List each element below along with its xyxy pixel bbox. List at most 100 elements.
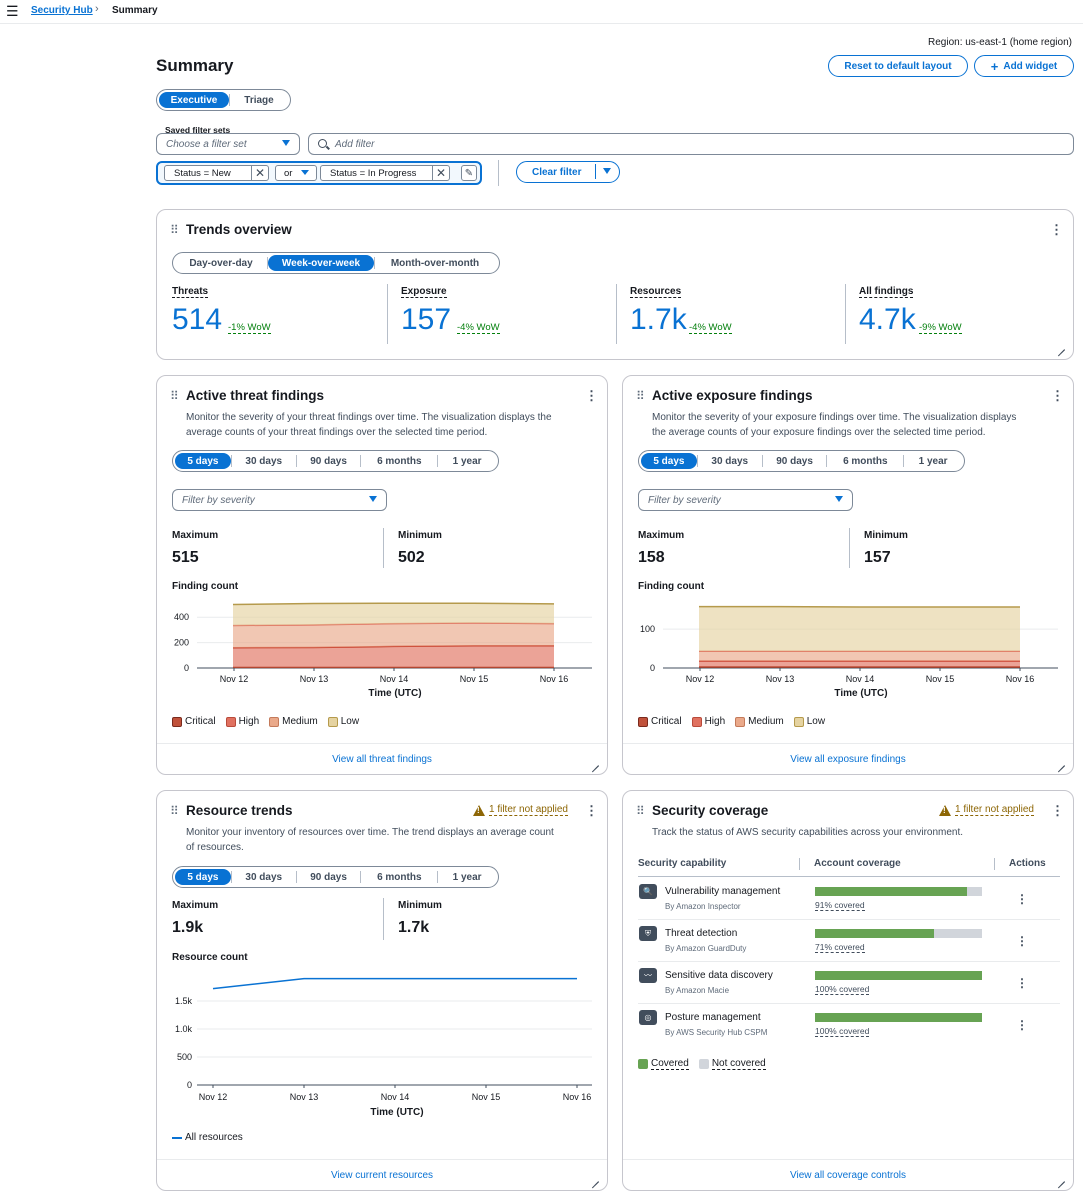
row-actions-icon[interactable]: ⋮	[1016, 1018, 1028, 1032]
view-all-coverage-controls-link[interactable]: View all coverage controls	[790, 1170, 906, 1181]
card-title: Trends overview	[186, 222, 292, 237]
tab-week-over-week[interactable]: Week-over-week	[268, 255, 374, 271]
saved-filter-select[interactable]: Choose a filter set	[156, 133, 300, 155]
drag-handle-icon[interactable]: ⠿	[170, 223, 179, 237]
resource-trends-card: ⠿ Resource trends 1 filter not applied ⋮…	[156, 790, 608, 1191]
caret-down-icon	[835, 496, 843, 502]
tab-5-days[interactable]: 5 days	[175, 869, 231, 885]
more-options-icon[interactable]: ⋮	[585, 388, 598, 403]
metric-label-all-findings[interactable]: All findings	[859, 286, 914, 298]
chart-title: Resource count	[172, 952, 248, 963]
tab-30-days[interactable]: 30 days	[245, 871, 283, 883]
x-tick-label: Nov 14	[846, 674, 875, 684]
x-tick-label: Nov 12	[199, 1092, 228, 1102]
view-current-resources-link[interactable]: View current resources	[330, 1170, 434, 1181]
row-actions-icon[interactable]: ⋮	[1016, 934, 1028, 948]
tab-month-over-month[interactable]: Month-over-month	[390, 257, 480, 269]
tab-6-months[interactable]: 6 months	[377, 871, 422, 883]
drag-handle-icon[interactable]: ⠿	[170, 804, 179, 818]
filter-warning[interactable]: 1 filter not applied	[473, 804, 568, 816]
security-coverage-card: ⠿ Security coverage 1 filter not applied…	[622, 790, 1074, 1191]
seg-divider	[295, 455, 297, 467]
metric-label-threats[interactable]: Threats	[172, 286, 209, 298]
tab-90-days[interactable]: 90 days	[776, 455, 813, 467]
seg-divider	[903, 455, 905, 467]
capability-name: Posture management	[665, 1012, 761, 1023]
severity-filter-placeholder: Filter by severity	[648, 494, 721, 506]
tab-5-days[interactable]: 5 days	[641, 453, 697, 469]
tab-90-days[interactable]: 90 days	[310, 871, 347, 883]
drag-handle-icon[interactable]: ⠿	[636, 804, 645, 818]
tab-triage[interactable]: Triage	[244, 94, 274, 106]
coverage-percent[interactable]: 71% covered	[815, 942, 865, 953]
warning-icon	[939, 804, 951, 816]
more-options-icon[interactable]: ⋮	[1051, 803, 1064, 818]
severity-filter-select[interactable]: Filter by severity	[172, 489, 387, 511]
row-actions-icon[interactable]: ⋮	[1016, 976, 1028, 990]
swatch	[172, 1136, 182, 1139]
more-options-icon[interactable]: ⋮	[1050, 222, 1063, 237]
filter-token-status-in-progress[interactable]: Status = In Progress ✕	[320, 165, 450, 181]
edit-icon[interactable]: ✎	[461, 165, 477, 181]
tab-6-months[interactable]: 6 months	[377, 455, 422, 467]
coverage-bar-fill	[815, 887, 967, 896]
tab-executive[interactable]: Executive	[159, 92, 229, 108]
tab-5-days[interactable]: 5 days	[175, 453, 231, 469]
resize-handle-icon[interactable]	[1057, 1174, 1065, 1182]
tab-1-year[interactable]: 1 year	[452, 871, 482, 883]
coverage-bar-fill	[815, 1013, 982, 1022]
coverage-percent[interactable]: 100% covered	[815, 984, 870, 995]
tab-30-days[interactable]: 30 days	[245, 455, 283, 467]
swatch	[638, 716, 648, 727]
coverage-percent[interactable]: 100% covered	[815, 1026, 870, 1037]
filter-warning[interactable]: 1 filter not applied	[939, 804, 1034, 816]
card-title: Security coverage	[652, 803, 769, 818]
caret-down-icon	[301, 170, 309, 175]
breadcrumb-security-hub[interactable]: Security Hub	[31, 5, 93, 16]
resize-handle-icon[interactable]	[1057, 758, 1065, 766]
legend-low: Low	[327, 716, 359, 727]
drag-handle-icon[interactable]: ⠿	[636, 389, 645, 403]
filter-token-status-new[interactable]: Status = New ✕	[164, 165, 269, 181]
clear-filter-button[interactable]: Clear filter	[516, 161, 620, 183]
drag-handle-icon[interactable]: ⠿	[170, 389, 179, 403]
caret-down-icon[interactable]	[603, 168, 611, 174]
close-icon[interactable]: ✕	[251, 165, 268, 181]
x-axis-label: Time (UTC)	[834, 688, 887, 699]
menu-icon[interactable]: ☰	[6, 3, 19, 19]
reset-layout-button[interactable]: Reset to default layout	[828, 55, 968, 77]
more-options-icon[interactable]: ⋮	[585, 803, 598, 818]
seg-divider	[295, 871, 297, 883]
chart-legend: Critical High Medium Low	[172, 716, 359, 727]
tab-30-days[interactable]: 30 days	[711, 455, 749, 467]
add-widget-button[interactable]: + Add widget	[974, 55, 1074, 77]
metric-label-resources[interactable]: Resources	[630, 286, 682, 298]
metric-value-threats: 514	[172, 303, 223, 336]
coverage-percent[interactable]: 91% covered	[815, 900, 865, 911]
y-tick-label: 0	[184, 663, 189, 673]
resize-handle-icon[interactable]	[591, 758, 599, 766]
area-low	[699, 606, 1020, 652]
tab-6-months[interactable]: 6 months	[843, 455, 888, 467]
filter-token-label: Status = New	[174, 167, 231, 179]
legend-label: Covered	[651, 1058, 689, 1070]
view-all-exposure-findings-link[interactable]: View all exposure findings	[790, 754, 906, 765]
severity-filter-select[interactable]: Filter by severity	[638, 489, 853, 511]
max-value: 158	[638, 549, 665, 566]
chart-title: Finding count	[172, 581, 239, 592]
tab-1-year[interactable]: 1 year	[918, 455, 948, 467]
more-options-icon[interactable]: ⋮	[1051, 388, 1064, 403]
add-filter-input[interactable]: Add filter	[308, 133, 1074, 155]
close-icon[interactable]: ✕	[432, 165, 449, 181]
legend-low: Low	[793, 716, 825, 727]
legend-label: Critical	[651, 716, 682, 727]
operator-select[interactable]: or	[275, 165, 317, 181]
tab-1-year[interactable]: 1 year	[452, 455, 482, 467]
resize-handle-icon[interactable]	[591, 1174, 599, 1182]
view-all-threat-findings-link[interactable]: View all threat findings	[332, 754, 432, 765]
resize-handle-icon[interactable]	[1057, 342, 1065, 350]
row-actions-icon[interactable]: ⋮	[1016, 892, 1028, 906]
tab-90-days[interactable]: 90 days	[310, 455, 347, 467]
metric-label-exposure[interactable]: Exposure	[401, 286, 447, 298]
tab-day-over-day[interactable]: Day-over-day	[189, 257, 253, 269]
